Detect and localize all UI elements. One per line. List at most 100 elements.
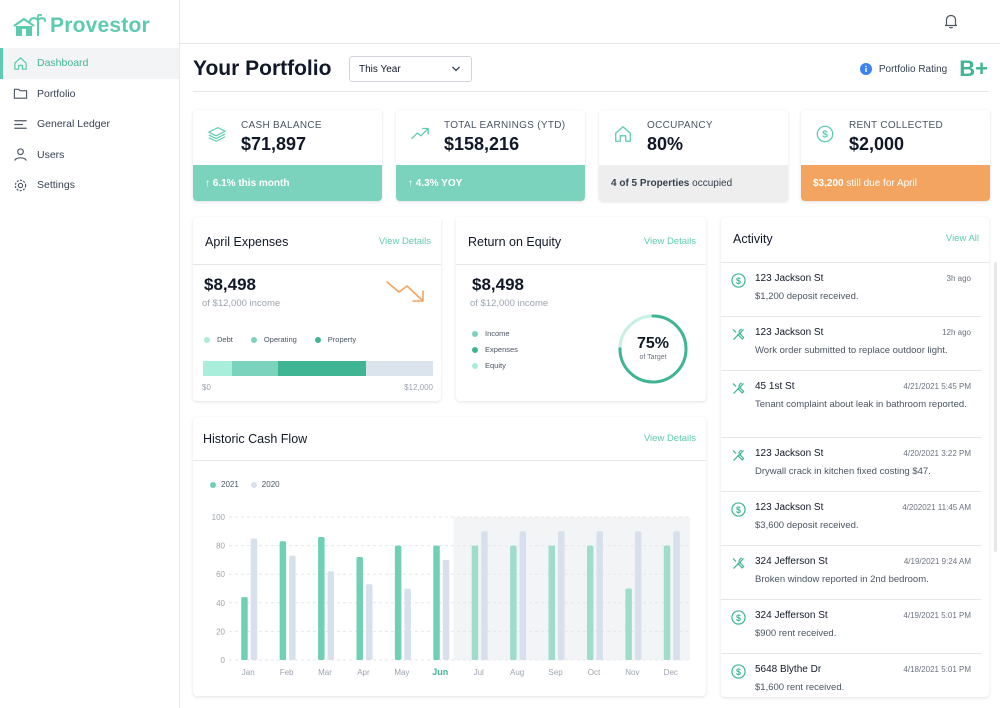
activity-title: 324 Jefferson St [755,556,828,567]
bar-2021-sep[interactable] [548,545,556,660]
activity-item[interactable]: $5648 Blythe Dr 4/18/2021 5:01 PM $1,600 r… [721,654,981,697]
activity-item[interactable]: 45 1st St 4/21/2021 5:45 PM Tenant complai… [721,371,981,438]
stat-label: TOTAL EARNINGS (YTD) [444,120,566,131]
bar-2020-jan[interactable] [250,538,258,660]
chevron-down-icon [452,66,460,72]
x-tick-label: Nov [625,668,639,677]
stat-footer: ↑ 4.3% YOY [396,165,585,201]
stat-card-total-earnings[interactable]: TOTAL EARNINGS (YTD) $158,216 ↑ 4.3% YOY [396,110,585,201]
dollar-circle-icon: $ [731,273,746,288]
bar-2020-sep[interactable] [558,531,565,660]
panel-header: Historic Cash Flow View Details [193,417,706,461]
bar-2020-aug[interactable] [519,531,527,660]
stat-card-rent-collected[interactable]: $ RENT COLLECTED $2,000 $3,200 still due… [801,110,990,201]
bar-2021-apr[interactable] [356,557,363,660]
legend-item-equity: Equity [472,358,518,374]
legend-item-2021: 2021 [210,480,239,489]
bar-2020-nov[interactable] [634,531,642,660]
ledger-icon [12,116,28,132]
activity-item[interactable]: $123 Jackson St 4/202021 11:45 AM $3,600 d… [721,492,981,546]
bar-2021-jan[interactable] [241,597,248,660]
legend-label: Expenses [485,345,518,354]
rating-label: Portfolio Rating [878,63,948,75]
view-details-link[interactable]: View Details [378,236,431,247]
activity-scrollbar[interactable] [994,262,997,552]
legend-item-expenses: Expenses [472,342,518,358]
view-details-link[interactable]: View Details [643,236,696,247]
sidebar-item-users[interactable]: Users [0,140,179,171]
svg-text:$: $ [736,505,741,515]
expenses-legend: Debt Operating Property [204,335,374,344]
logo[interactable]: Provestor [12,12,150,40]
gauge-percent: 75% [636,335,670,352]
activity-description: $1,600 rent received. [755,682,845,693]
roe-legend: Income Expenses Equity [472,326,518,374]
y-tick-label: 40 [216,599,225,608]
stat-label: OCCUPANCY [647,120,713,131]
bar-2020-oct[interactable] [596,531,603,660]
bar-2021-jul[interactable] [471,545,479,660]
sidebar-item-settings[interactable]: Settings [0,170,179,201]
bar-2021-aug[interactable] [510,545,517,660]
activity-item[interactable]: $123 Jackson St 3h ago $1,200 deposit rece… [721,263,981,317]
bar-2020-mar[interactable] [327,571,335,660]
stat-footer-strong: $3,200 [813,177,844,189]
bar-2021-may[interactable] [394,545,402,660]
stat-value: $2,000 [849,134,905,154]
trending-down-icon [386,281,424,302]
y-tick-label: 20 [216,627,225,636]
bar-2020-apr[interactable] [365,584,373,660]
bar-2020-jul[interactable] [481,531,488,660]
activity-description: Drywall crack in kitchen fixed costing $… [755,466,931,477]
home-icon [615,126,631,142]
activity-time: 4/18/2021 5:01 PM [903,665,971,674]
stat-card-cash-balance[interactable]: CASH BALANCE $71,897 ↑ 6.1% this month [193,110,382,201]
legend-dot [472,331,478,337]
bell-icon[interactable] [942,12,960,30]
bar-2021-mar[interactable] [318,537,325,660]
activity-item[interactable]: 123 Jackson St 4/20/2021 3:22 PM Drywall c… [721,438,981,492]
bar-2021-nov[interactable] [625,588,632,661]
stat-card-occupancy[interactable]: OCCUPANCY 80% 4 of 5 Properties occupied [599,110,788,201]
panel-title: Return on Equity [468,235,562,249]
cash-stack-icon [208,127,226,142]
activity-title: 123 Jackson St [755,448,824,459]
activity-title: 123 Jackson St [755,273,824,284]
bar-2021-jun[interactable] [433,545,440,660]
sidebar-item-label: Portfolio [37,87,76,100]
sidebar-item-portfolio[interactable]: Portfolio [0,79,179,110]
legend-dot [472,363,478,369]
activity-item[interactable]: 324 Jefferson St 4/19/2021 9:24 AM Broken … [721,546,981,600]
panel-title: April Expenses [205,235,289,249]
sidebar-item-general-ledger[interactable]: General Ledger [0,109,179,140]
bar-2020-jun[interactable] [442,559,450,660]
sidebar-item-dashboard[interactable]: Dashboard [0,48,179,79]
bar-2021-feb[interactable] [279,541,287,660]
bar-2020-may[interactable] [404,588,411,661]
activity-time: 3h ago [946,274,971,283]
bar-segment-debt [203,361,232,376]
y-tick-label: 80 [216,542,225,551]
period-select[interactable]: This Year [349,56,472,82]
portfolio-rating: Portfolio Rating B+ [859,56,988,82]
stat-value: 80% [647,134,684,154]
view-details-link[interactable]: View Details [643,433,696,444]
bar-2020-feb[interactable] [289,555,296,660]
activity-item[interactable]: $324 Jefferson St 4/19/2021 5:01 PM $900 r… [721,600,981,654]
dollar-circle-icon: $ [731,610,746,625]
view-all-link[interactable]: View All [945,233,979,244]
bar-2021-dec[interactable] [663,545,671,660]
april-expenses-panel: April Expenses View Details $8,498 of $1… [193,217,441,401]
stat-footer: $3,200 still due for April [801,165,990,201]
legend-dot [204,336,210,343]
activity-list: $123 Jackson St 3h ago $1,200 deposit rece… [721,263,981,697]
activity-item[interactable]: 123 Jackson St 12h ago Work order submitte… [721,317,981,371]
expenses-stacked-bar [203,361,433,376]
house-palm-icon [13,14,46,36]
info-icon[interactable] [859,63,872,75]
bar-2021-oct[interactable] [586,545,594,660]
bar-2020-dec[interactable] [673,531,680,660]
tools-icon [732,328,745,340]
panel-header: April Expenses View Details [193,217,441,265]
dollar-circle-icon: $ [731,664,746,679]
